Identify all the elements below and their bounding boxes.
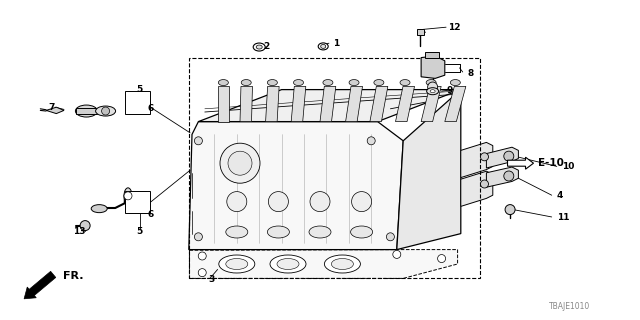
Ellipse shape: [268, 80, 277, 85]
Ellipse shape: [218, 80, 228, 85]
Text: 5: 5: [136, 228, 143, 236]
Circle shape: [227, 192, 247, 212]
Circle shape: [198, 269, 206, 276]
Ellipse shape: [351, 226, 372, 238]
Bar: [125, 91, 150, 114]
Polygon shape: [76, 108, 97, 114]
Circle shape: [198, 252, 206, 260]
Polygon shape: [445, 86, 466, 122]
Ellipse shape: [400, 80, 410, 85]
Circle shape: [505, 204, 515, 215]
Text: 10: 10: [562, 162, 574, 171]
Ellipse shape: [323, 80, 333, 85]
Polygon shape: [218, 86, 229, 122]
Polygon shape: [396, 86, 415, 122]
Polygon shape: [370, 86, 388, 122]
Text: 12: 12: [448, 23, 461, 32]
FancyArrow shape: [24, 271, 56, 299]
FancyArrow shape: [508, 157, 534, 169]
Polygon shape: [461, 171, 493, 206]
Ellipse shape: [95, 106, 116, 116]
Ellipse shape: [226, 226, 248, 238]
Ellipse shape: [76, 105, 97, 117]
Ellipse shape: [451, 80, 460, 85]
Polygon shape: [421, 86, 441, 122]
Polygon shape: [291, 86, 306, 122]
Circle shape: [310, 192, 330, 212]
Circle shape: [220, 143, 260, 183]
Polygon shape: [266, 86, 279, 122]
Text: 5: 5: [136, 85, 143, 94]
Circle shape: [228, 151, 252, 175]
Circle shape: [351, 192, 372, 212]
Ellipse shape: [426, 80, 436, 85]
Polygon shape: [189, 122, 403, 250]
Text: TBAJE1010: TBAJE1010: [549, 302, 590, 311]
Text: FR.: FR.: [63, 271, 84, 281]
Ellipse shape: [256, 45, 262, 49]
Polygon shape: [346, 86, 362, 122]
Circle shape: [387, 233, 394, 241]
Text: 3: 3: [208, 276, 214, 284]
Circle shape: [393, 250, 401, 259]
Ellipse shape: [270, 255, 306, 273]
Text: 11: 11: [557, 213, 570, 222]
Bar: [125, 191, 150, 213]
Text: 1: 1: [333, 39, 339, 48]
Ellipse shape: [349, 80, 359, 85]
Text: 7: 7: [48, 103, 54, 112]
Ellipse shape: [321, 44, 326, 48]
Ellipse shape: [427, 88, 438, 95]
Polygon shape: [46, 107, 64, 114]
Circle shape: [80, 220, 90, 231]
Bar: [425, 52, 439, 58]
Ellipse shape: [124, 188, 132, 204]
Polygon shape: [486, 147, 518, 168]
Polygon shape: [240, 86, 252, 122]
Circle shape: [504, 151, 514, 161]
Circle shape: [195, 233, 202, 241]
Text: 4: 4: [557, 191, 563, 200]
Circle shape: [268, 192, 289, 212]
Ellipse shape: [219, 255, 255, 273]
Circle shape: [195, 137, 202, 145]
Ellipse shape: [226, 259, 248, 269]
Circle shape: [504, 171, 514, 181]
Ellipse shape: [309, 226, 331, 238]
Text: 9: 9: [447, 86, 453, 95]
Ellipse shape: [253, 43, 265, 51]
Text: 13: 13: [73, 228, 86, 236]
Polygon shape: [320, 86, 336, 122]
Polygon shape: [486, 167, 518, 187]
Ellipse shape: [324, 255, 360, 273]
Circle shape: [438, 255, 445, 262]
Circle shape: [428, 82, 438, 92]
Text: E-10: E-10: [538, 158, 563, 168]
Text: 2: 2: [264, 42, 270, 51]
Polygon shape: [461, 142, 493, 178]
Ellipse shape: [318, 43, 328, 50]
Text: 8: 8: [467, 69, 474, 78]
Ellipse shape: [332, 259, 353, 269]
Text: 6: 6: [147, 104, 154, 113]
Ellipse shape: [241, 80, 252, 85]
Ellipse shape: [268, 226, 289, 238]
Bar: [417, 29, 424, 35]
Circle shape: [367, 137, 375, 145]
Polygon shape: [189, 250, 458, 278]
Circle shape: [481, 153, 488, 161]
Circle shape: [124, 192, 132, 200]
Bar: [189, 58, 480, 278]
Polygon shape: [421, 56, 445, 78]
Circle shape: [481, 180, 488, 188]
Ellipse shape: [294, 80, 303, 85]
Ellipse shape: [92, 205, 108, 213]
Circle shape: [102, 107, 109, 115]
Ellipse shape: [374, 80, 384, 85]
Polygon shape: [397, 90, 461, 250]
Polygon shape: [198, 90, 461, 122]
Ellipse shape: [430, 90, 435, 93]
Ellipse shape: [277, 259, 299, 269]
Text: 6: 6: [147, 210, 154, 219]
